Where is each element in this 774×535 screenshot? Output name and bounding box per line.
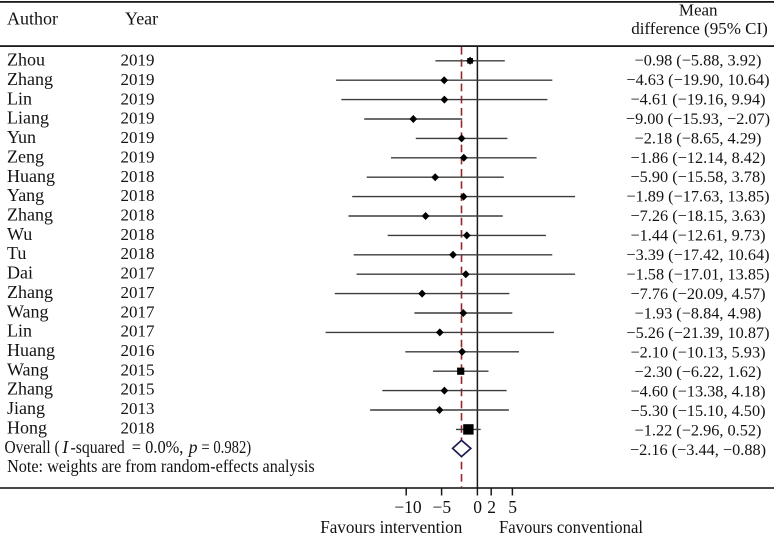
svg-text:−2.16 (−3.44, −0.88): −2.16 (−3.44, −0.88) [630,440,766,459]
svg-text:2015: 2015 [121,360,155,379]
svg-text:−0.98 (−5.88, 3.92): −0.98 (−5.88, 3.92) [635,50,762,69]
svg-text:Tu: Tu [7,243,26,263]
svg-text:2017: 2017 [121,264,156,283]
svg-text:Yang: Yang [7,185,44,205]
svg-text:2018: 2018 [121,186,155,205]
svg-text:Zhang: Zhang [7,205,53,225]
svg-text:= 0.0%,: = 0.0%, [132,437,184,457]
svg-text:−5.26 (−21.39, 10.87): −5.26 (−21.39, 10.87) [626,323,769,342]
svg-text:Huang: Huang [7,340,55,360]
svg-text:Wang: Wang [7,301,49,321]
svg-text:Wu: Wu [7,224,32,244]
svg-text:Author: Author [7,9,58,29]
svg-text:−2.30 (−6.22, 1.62): −2.30 (−6.22, 1.62) [635,362,762,381]
svg-text:2017: 2017 [121,302,156,321]
svg-text:−3.39 (−17.42, 10.64): −3.39 (−17.42, 10.64) [626,245,769,264]
svg-text:2018: 2018 [121,225,155,244]
svg-text:2013: 2013 [121,399,155,418]
svg-text:2019: 2019 [121,109,155,128]
svg-text:−4.60 (−13.38, 4.18): −4.60 (−13.38, 4.18) [630,381,765,400]
svg-text:Zeng: Zeng [7,146,44,166]
svg-text:−7.76 (−20.09, 4.57): −7.76 (−20.09, 4.57) [630,284,765,303]
svg-text:−4.63 (−19.90, 10.64): −4.63 (−19.90, 10.64) [626,70,769,89]
svg-text:−1.44 (−12.61, 9.73): −1.44 (−12.61, 9.73) [630,226,765,245]
svg-text:I: I [61,437,69,457]
svg-text:−1.86 (−12.14, 8.42): −1.86 (−12.14, 8.42) [630,148,765,167]
svg-text:−10: −10 [394,497,422,517]
svg-text:Dai: Dai [7,263,33,283]
svg-text:-squared: -squared [71,437,126,457]
svg-text:Zhang: Zhang [7,69,53,89]
svg-text:−9.00 (−15.93, −2.07): −9.00 (−15.93, −2.07) [626,109,770,128]
svg-text:−4.61 (−19.16, 9.94): −4.61 (−19.16, 9.94) [630,89,765,108]
svg-text:2019: 2019 [121,51,155,70]
svg-text:2017: 2017 [121,322,156,341]
svg-text:−1.93 (−8.84, 4.98): −1.93 (−8.84, 4.98) [635,304,762,323]
svg-text:2019: 2019 [121,128,155,147]
svg-text:0: 0 [473,497,482,517]
svg-text:Favours intervention: Favours intervention [320,517,462,535]
svg-text:−1.58 (−17.01, 13.85): −1.58 (−17.01, 13.85) [626,265,769,284]
svg-text:−5: −5 [432,497,451,517]
svg-text:−1.22 (−2.96, 0.52): −1.22 (−2.96, 0.52) [635,420,762,439]
svg-text:Lin: Lin [7,88,32,108]
svg-text:= 0.982): = 0.982) [201,437,251,457]
svg-text:2015: 2015 [121,380,155,399]
svg-text:−1.89 (−17.63, 13.85): −1.89 (−17.63, 13.85) [626,187,769,206]
svg-text:−2.10 (−10.13, 5.93): −2.10 (−10.13, 5.93) [630,342,765,361]
svg-text:Favours conventional: Favours conventional [499,517,643,535]
svg-text:Zhou: Zhou [7,50,45,70]
svg-text:Wang: Wang [7,359,49,379]
svg-text:Overall (: Overall ( [5,437,60,457]
svg-text:2019: 2019 [121,147,155,166]
svg-text:5: 5 [508,497,517,517]
svg-text:2: 2 [487,497,496,517]
svg-text:Lin: Lin [7,321,32,341]
svg-text:−5.90 (−15.58, 3.78): −5.90 (−15.58, 3.78) [630,167,765,186]
svg-text:2016: 2016 [121,341,155,360]
svg-text:Zhang: Zhang [7,282,53,302]
svg-text:−5.30 (−15.10, 4.50): −5.30 (−15.10, 4.50) [630,401,765,420]
svg-text:2018: 2018 [121,418,155,437]
svg-text:2018: 2018 [121,167,155,186]
svg-text:2018: 2018 [121,206,155,225]
svg-text:Yun: Yun [7,127,36,147]
svg-text:Mean: Mean [679,1,718,20]
svg-text:2018: 2018 [121,244,155,263]
svg-text:Year: Year [125,9,158,29]
svg-text:Huang: Huang [7,166,55,186]
svg-text:Jiang: Jiang [7,398,45,418]
svg-text:2019: 2019 [121,70,155,89]
svg-text:p: p [187,437,198,457]
svg-text:Zhang: Zhang [7,379,53,399]
svg-text:−7.26 (−18.15, 3.63): −7.26 (−18.15, 3.63) [630,206,765,225]
svg-text:−2.18 (−8.65, 4.29): −2.18 (−8.65, 4.29) [635,128,762,147]
svg-text:Note: weights are from random-: Note: weights are from random-effects an… [7,456,315,476]
svg-text:Liang: Liang [7,108,49,128]
svg-text:2019: 2019 [121,89,155,108]
svg-text:difference (95% CI): difference (95% CI) [631,19,768,38]
svg-text:Hong: Hong [7,417,47,437]
svg-text:2017: 2017 [121,283,156,302]
